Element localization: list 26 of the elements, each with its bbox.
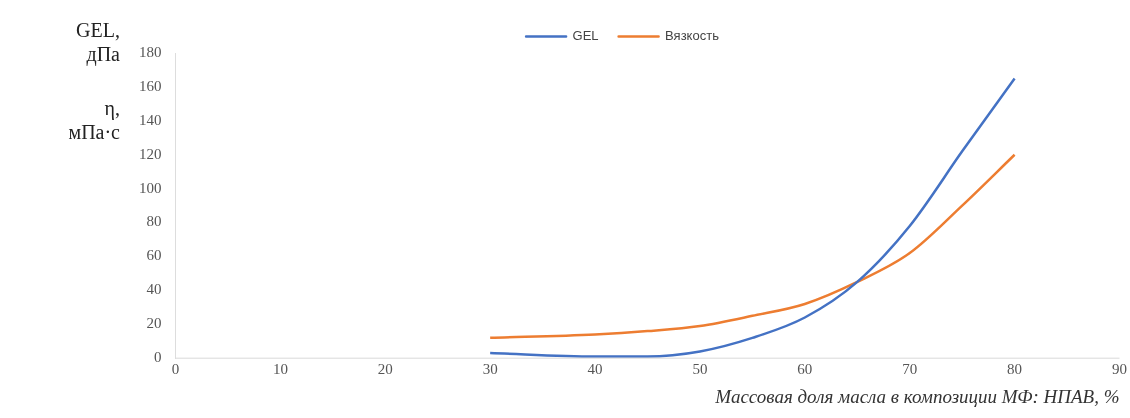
y-tick-label: 100 bbox=[139, 179, 162, 196]
legend-label: GEL bbox=[572, 28, 599, 44]
y-tick-label: 20 bbox=[146, 315, 162, 332]
x-tick-label: 20 bbox=[377, 361, 393, 378]
y-tick-label: 160 bbox=[139, 77, 162, 94]
x-tick-label: 40 bbox=[587, 361, 603, 378]
x-axis-title: Массовая доля масла в композиции МФ: НПАВ, % bbox=[714, 385, 1120, 407]
y-tick-label: 0 bbox=[154, 349, 162, 366]
text: GEL, дПа η, мПа·с bbox=[68, 19, 120, 143]
y-tick-label: 120 bbox=[139, 145, 162, 162]
y-tick-label: 140 bbox=[139, 111, 162, 128]
x-tick-label: 70 bbox=[902, 361, 918, 378]
x-tick-label: 50 bbox=[692, 361, 708, 378]
legend-label: Вязкость bbox=[665, 28, 720, 44]
x-tick-label: 0 bbox=[171, 361, 180, 378]
y-tick-label: 180 bbox=[139, 43, 162, 60]
x-tick-label: 30 bbox=[482, 361, 498, 378]
x-tick-label: 90 bbox=[1112, 361, 1127, 378]
y-tick-label: 80 bbox=[146, 213, 162, 230]
y-tick-label: 60 bbox=[146, 247, 162, 264]
line-series bbox=[488, 77, 1016, 358]
y-tick-label: 40 bbox=[146, 281, 162, 298]
x-tick-label: 80 bbox=[1007, 361, 1023, 378]
x-tick-label: 10 bbox=[272, 361, 288, 378]
x-tick-label: 60 bbox=[797, 361, 813, 378]
line-series bbox=[488, 153, 1016, 340]
